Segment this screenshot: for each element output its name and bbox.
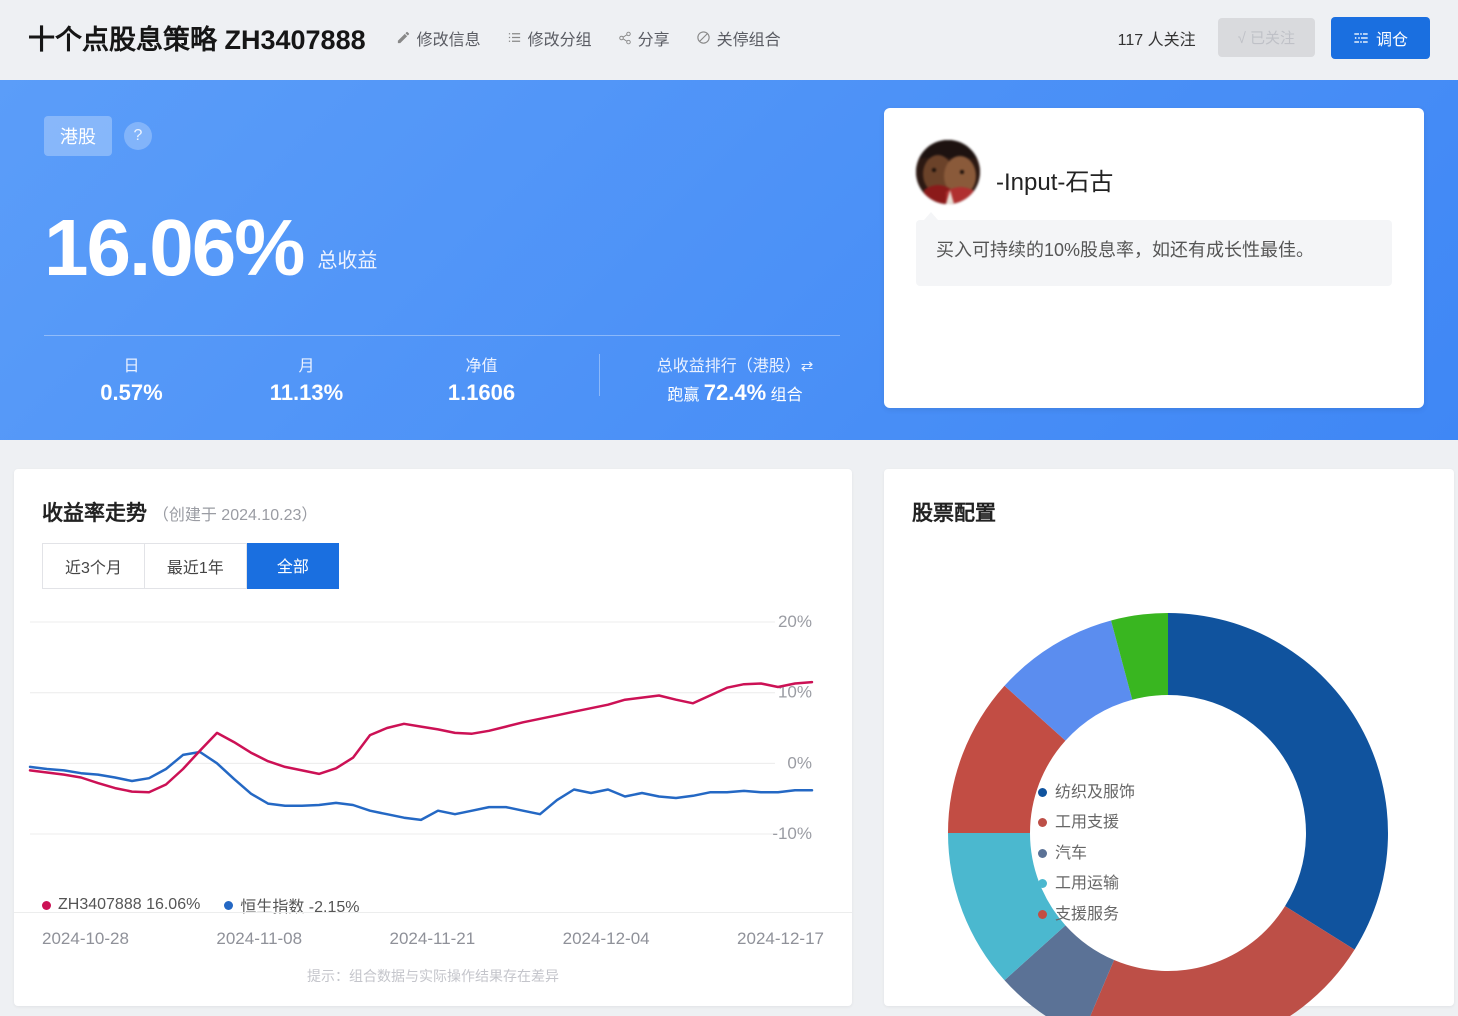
svg-text:20%: 20%: [778, 612, 812, 631]
svg-text:0%: 0%: [787, 753, 812, 772]
svg-text:-10%: -10%: [772, 824, 812, 843]
